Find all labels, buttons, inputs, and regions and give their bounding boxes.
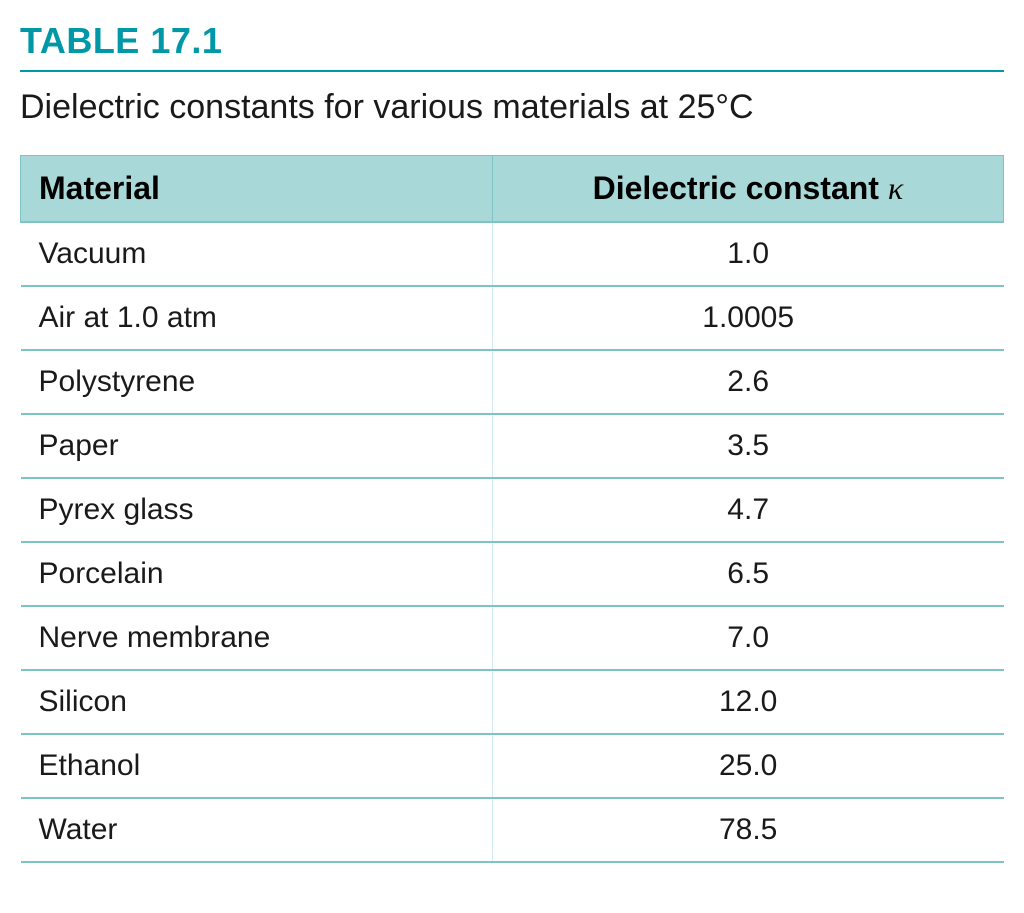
table-row: Paper 3.5	[21, 414, 1004, 478]
cell-value: 12.0	[492, 670, 1003, 734]
cell-material: Vacuum	[21, 222, 493, 286]
cell-value: 2.6	[492, 350, 1003, 414]
cell-material: Water	[21, 798, 493, 862]
table-header-row: Material Dielectric constant κ	[21, 156, 1004, 223]
table-caption: Dielectric constants for various materia…	[20, 88, 1004, 127]
table-row: Ethanol 25.0	[21, 734, 1004, 798]
cell-material: Polystyrene	[21, 350, 493, 414]
cell-value: 25.0	[492, 734, 1003, 798]
table-row: Nerve membrane 7.0	[21, 606, 1004, 670]
cell-value: 7.0	[492, 606, 1003, 670]
table-row: Silicon 12.0	[21, 670, 1004, 734]
cell-material: Ethanol	[21, 734, 493, 798]
cell-value: 6.5	[492, 542, 1003, 606]
table-head: Material Dielectric constant κ	[21, 156, 1004, 223]
cell-material: Paper	[21, 414, 493, 478]
dielectric-table: Material Dielectric constant κ Vacuum 1.…	[20, 155, 1004, 863]
table-row: Pyrex glass 4.7	[21, 478, 1004, 542]
cell-value: 1.0	[492, 222, 1003, 286]
column-header-value: Dielectric constant κ	[492, 156, 1003, 223]
cell-material: Porcelain	[21, 542, 493, 606]
cell-material: Pyrex glass	[21, 478, 493, 542]
cell-material: Air at 1.0 atm	[21, 286, 493, 350]
title-divider	[20, 70, 1004, 72]
table-row: Polystyrene 2.6	[21, 350, 1004, 414]
cell-value: 1.0005	[492, 286, 1003, 350]
cell-value: 3.5	[492, 414, 1003, 478]
cell-value: 4.7	[492, 478, 1003, 542]
cell-material: Silicon	[21, 670, 493, 734]
table-row: Air at 1.0 atm 1.0005	[21, 286, 1004, 350]
table-body: Vacuum 1.0 Air at 1.0 atm 1.0005 Polysty…	[21, 222, 1004, 862]
column-header-material: Material	[21, 156, 493, 223]
table-row: Vacuum 1.0	[21, 222, 1004, 286]
table-label: TABLE 17.1	[20, 20, 1004, 62]
cell-value: 78.5	[492, 798, 1003, 862]
table-row: Porcelain 6.5	[21, 542, 1004, 606]
cell-material: Nerve membrane	[21, 606, 493, 670]
table-row: Water 78.5	[21, 798, 1004, 862]
